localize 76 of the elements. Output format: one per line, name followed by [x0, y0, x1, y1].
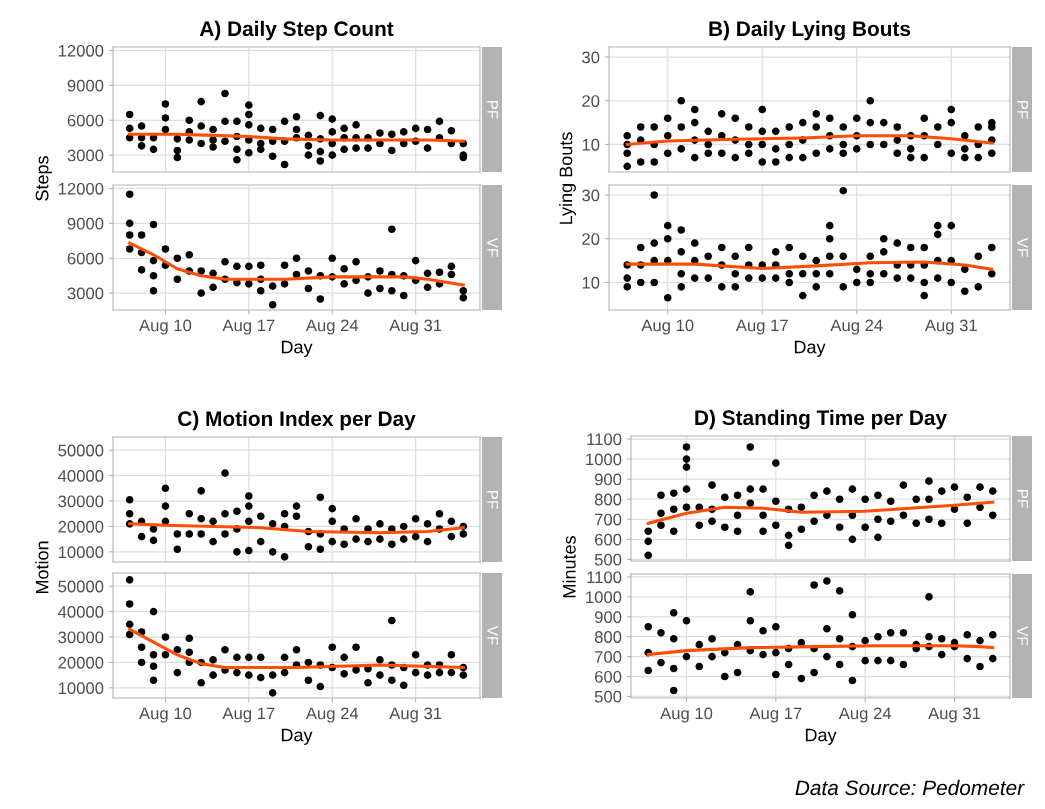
x-tick-label: Aug 10: [139, 707, 192, 723]
x-axis-title: Day: [281, 340, 313, 357]
y-tick-label: 1000: [586, 591, 622, 604]
y-tick-label: 3000: [67, 287, 104, 300]
y-tick-label: 800: [594, 631, 622, 643]
y-tick-label: 10000: [58, 682, 104, 695]
text: PF: [487, 490, 498, 509]
y-tick-label: 6000: [67, 114, 104, 127]
x-tick-label: Aug 17: [749, 707, 802, 723]
x-tick-label: Aug 24: [305, 707, 359, 723]
chart-title: C) Motion Index per Day: [178, 410, 416, 431]
y-tick-label: 10000: [58, 546, 104, 559]
y-tick-label: 30: [582, 51, 600, 64]
y-tick-label: 50000: [58, 580, 104, 593]
y-tick-label: 30000: [58, 631, 104, 644]
y-tick-label: 20: [582, 95, 600, 107]
x-tick-label: Aug 10: [660, 707, 713, 723]
x-tick-label: Aug 24: [305, 319, 359, 335]
x-tick-label: Aug 10: [641, 319, 694, 335]
y-tick-label: 900: [594, 473, 622, 486]
x-tick-label: Aug 17: [222, 707, 275, 723]
y-tick-label: 3000: [67, 149, 104, 162]
y-tick-label: 20000: [58, 520, 104, 533]
y-axis-title: Motion: [35, 541, 49, 594]
y-tick-label: 6000: [67, 252, 104, 265]
x-tick-label: Aug 24: [838, 707, 892, 723]
x-tick-label: Aug 17: [735, 319, 788, 335]
x-tick-label: Aug 24: [830, 319, 883, 335]
chart-title: B) Daily Lying Bouts: [709, 20, 911, 41]
y-axis-title: Lying Bouts: [559, 132, 576, 224]
text: VF: [1017, 237, 1028, 257]
y-tick-label: 40000: [58, 470, 104, 482]
text: VF: [487, 237, 498, 257]
x-tick-label: Aug 31: [928, 707, 981, 723]
y-tick-label: 1100: [587, 433, 622, 446]
chart-title: A) Daily Step Count: [199, 20, 394, 41]
y-tick-label: 800: [594, 493, 622, 506]
source-note: Data Source: Pedometer: [795, 779, 1025, 796]
y-tick-label: 50000: [58, 444, 104, 457]
text: VF: [487, 625, 498, 645]
line-series: [646, 500, 995, 525]
x-tick-label: Aug 31: [924, 319, 977, 335]
x-tick-label: Aug 10: [139, 319, 192, 335]
x-axis-title: Day: [281, 728, 313, 745]
chart-title: D) Standing Time per Day: [695, 409, 947, 430]
y-tick-label: 12000: [58, 44, 104, 57]
y-tick-label: 30000: [58, 495, 104, 508]
y-tick-label: 12000: [58, 182, 104, 195]
y-tick-label: 900: [594, 611, 622, 623]
x-tick-label: Aug 17: [222, 319, 275, 335]
text: VF: [1017, 626, 1028, 646]
x-axis-title: Day: [805, 728, 837, 745]
y-tick-label: 20: [582, 233, 600, 245]
y-tick-label: 1000: [586, 453, 622, 466]
y-tick-label: 1100: [587, 571, 622, 584]
y-tick-label: 500: [594, 553, 622, 566]
text: PF: [1017, 100, 1028, 119]
y-tick-label: 40000: [58, 606, 104, 618]
y-tick-label: 9000: [67, 79, 104, 92]
y-tick-label: 700: [595, 513, 622, 526]
y-tick-label: 600: [595, 533, 622, 546]
text: PF: [487, 100, 498, 119]
x-tick-label: Aug 31: [389, 707, 442, 723]
y-tick-label: 20000: [58, 656, 104, 669]
y-tick-label: 10: [582, 138, 600, 151]
x-tick-label: Aug 31: [389, 319, 442, 335]
y-axis-title: Steps: [35, 156, 53, 201]
x-axis-title: Day: [794, 340, 826, 357]
y-tick-label: 9000: [67, 217, 104, 230]
y-axis-title: Minutes: [562, 536, 576, 598]
y-tick-label: 10: [582, 276, 600, 289]
text: PF: [1017, 489, 1028, 508]
y-tick-label: 700: [595, 651, 622, 663]
y-tick-label: 500: [594, 690, 622, 703]
y-tick-label: 30: [582, 189, 600, 202]
y-tick-label: 600: [595, 670, 622, 683]
